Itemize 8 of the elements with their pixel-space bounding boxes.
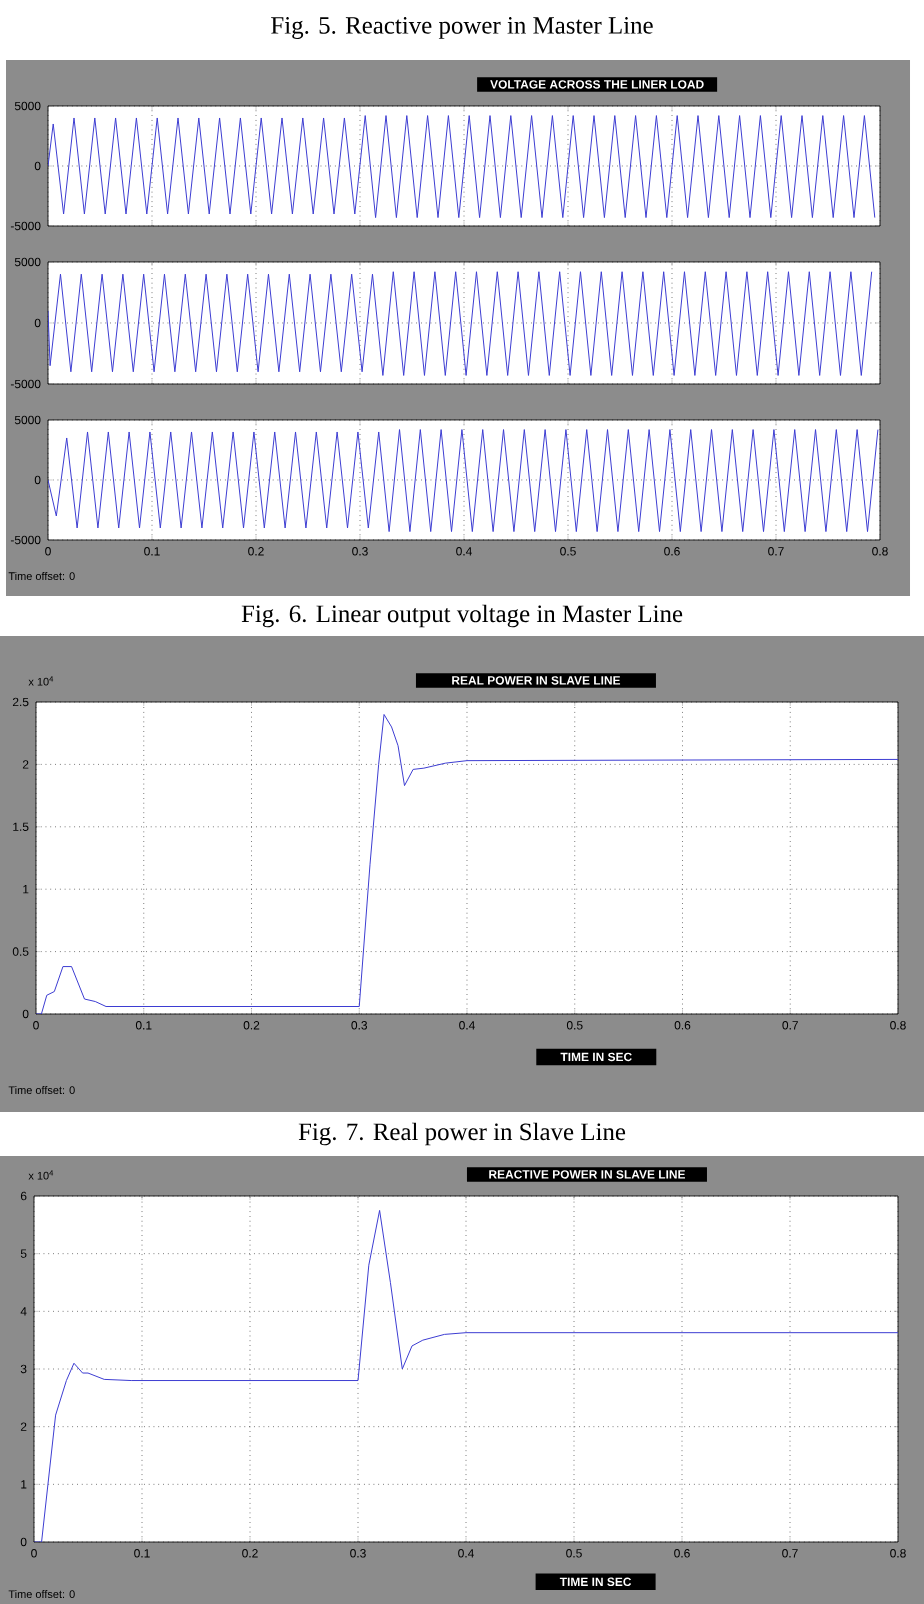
line-series [48,271,873,376]
caption: Fig. 7. Real power in Slave Line [298,1122,626,1146]
caption: Fig. 6. Linear output voltage in Master Line [241,604,683,628]
line-series [48,115,876,219]
caption: Fig. 5. Reactive power in Master Line [271,17,653,39]
line-series [36,713,898,1014]
line-series [34,1209,899,1542]
line-series [48,429,879,533]
